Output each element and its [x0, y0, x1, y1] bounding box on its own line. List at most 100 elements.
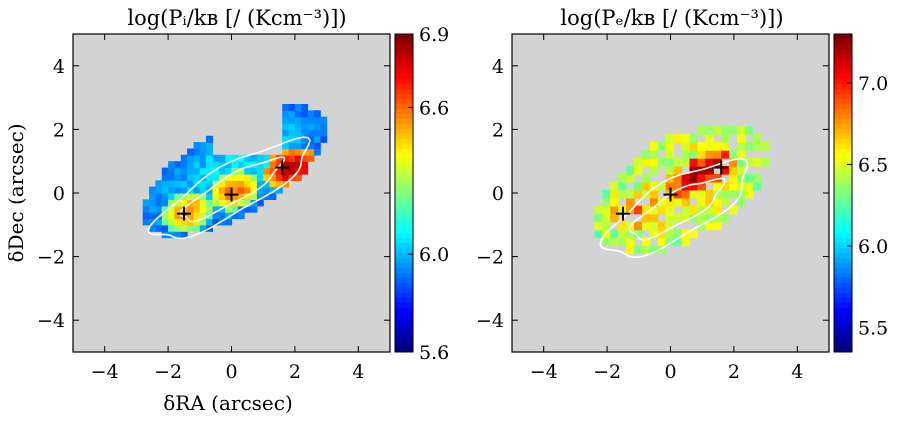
heatmap-cell — [657, 237, 667, 247]
heatmap-cell — [673, 229, 683, 239]
heatmap-cell — [713, 158, 722, 167]
heatmap-cell — [713, 142, 722, 151]
heatmap-cell — [689, 181, 698, 191]
heatmap-cell — [665, 205, 675, 215]
colorbar-tick-label: 7.0 — [858, 73, 888, 95]
heatmap-cell — [649, 213, 659, 223]
heatmap-cell — [155, 212, 163, 220]
colorbar-segment — [834, 322, 852, 328]
heatmap-cell — [206, 218, 213, 226]
heatmap-cell — [161, 193, 169, 200]
heatmap-cell — [313, 142, 321, 150]
heatmap-cell — [231, 167, 239, 175]
heatmap-cell — [705, 221, 714, 231]
heatmap-cell — [673, 173, 683, 183]
heatmap-cell — [721, 213, 730, 223]
heatmap-cell — [657, 229, 667, 239]
heatmap-cell — [602, 205, 611, 215]
colorbar-segment — [834, 237, 852, 244]
heatmap-cell — [193, 142, 201, 150]
colorbar-segment — [834, 103, 852, 110]
heatmap-cell — [697, 126, 706, 135]
heatmap-cell — [673, 237, 683, 247]
heatmap-cell — [161, 199, 169, 207]
heatmap-cell — [594, 221, 603, 231]
heatmap-cell — [307, 148, 315, 156]
heatmap-cell — [161, 180, 169, 188]
heatmap-cell — [275, 186, 283, 194]
heatmap-cell — [288, 161, 296, 169]
heatmap-cell — [282, 123, 290, 130]
centroid-marker — [663, 187, 678, 202]
heatmap-cell — [649, 197, 659, 207]
heatmap-cell — [665, 142, 675, 151]
heatmap-cell — [174, 231, 182, 239]
colorbar-segment — [834, 212, 852, 219]
heatmap-cell — [307, 129, 315, 137]
heatmap-cell — [729, 205, 738, 215]
heatmap-cell — [665, 197, 675, 207]
x-ticks-pi: −4 −2 0 2 4 — [91, 34, 364, 383]
heatmap-cell — [673, 134, 683, 143]
heatmap-cell — [642, 237, 651, 247]
colorbar-segment — [395, 58, 413, 65]
heatmap-cell — [705, 166, 714, 175]
colorbar-segment — [834, 317, 852, 323]
heatmap-cell — [307, 154, 315, 162]
heatmap-cell — [705, 189, 714, 199]
heatmap-cell — [282, 110, 290, 118]
heatmap-cell — [634, 166, 643, 175]
heatmap-cell — [206, 173, 213, 181]
colorbar-segment — [834, 267, 852, 273]
colorbar-segment — [395, 173, 413, 179]
heatmap-cell — [673, 197, 683, 207]
heatmap-cell — [269, 167, 277, 175]
heatmap-cell — [681, 237, 691, 247]
y-tick-label: −4 — [37, 310, 65, 332]
colorbar-segment — [395, 317, 413, 323]
heatmap-cell — [745, 181, 754, 191]
heatmap-cell — [642, 221, 651, 231]
heatmap-cell — [642, 213, 651, 223]
heatmap-cell — [626, 166, 635, 175]
heatmap-cell — [657, 158, 667, 167]
heatmap-cell — [294, 161, 302, 169]
heatmap-cell — [294, 110, 302, 118]
heatmap-cell — [275, 180, 283, 188]
heatmap-cell — [301, 116, 309, 124]
colorbar-segment — [834, 337, 852, 343]
heatmap-cell — [713, 213, 722, 223]
heatmap-cell — [673, 189, 683, 199]
colorbar-segment — [395, 88, 413, 95]
colorbar-segment — [834, 93, 852, 100]
heatmap-cell — [168, 180, 175, 188]
heatmap-cell — [729, 126, 738, 135]
heatmap-cell — [174, 205, 182, 213]
heatmap-cell — [320, 123, 328, 130]
heatmap-cell — [713, 181, 722, 191]
heatmap-cell — [199, 167, 207, 175]
heatmap-cell — [649, 158, 659, 167]
heatmap-cell — [634, 181, 643, 191]
colorbar-segment — [395, 48, 413, 55]
heatmap-cell — [626, 173, 635, 183]
heatmap-cell — [180, 199, 188, 207]
heatmap-cell — [282, 148, 290, 156]
colorbar-segment — [834, 108, 852, 114]
colorbar-segment — [834, 207, 852, 214]
colorbar-segment — [834, 78, 852, 85]
heatmap-cell — [244, 173, 252, 181]
colorbar-segment — [395, 78, 413, 85]
heatmap-cell — [193, 224, 201, 232]
y-tick-label: −2 — [476, 247, 504, 269]
colorbar-segment — [834, 168, 852, 174]
heatmap-cell — [161, 186, 169, 194]
colorbar-segment — [834, 163, 852, 169]
y-tick-label: 2 — [53, 119, 65, 141]
heatmap-cell — [237, 167, 245, 175]
heatmap-cell — [142, 199, 150, 207]
heatmap-cell — [256, 161, 264, 169]
heatmap-cell — [231, 161, 239, 169]
heatmap-cell — [689, 189, 698, 199]
centroid-markers-pe — [615, 160, 729, 221]
